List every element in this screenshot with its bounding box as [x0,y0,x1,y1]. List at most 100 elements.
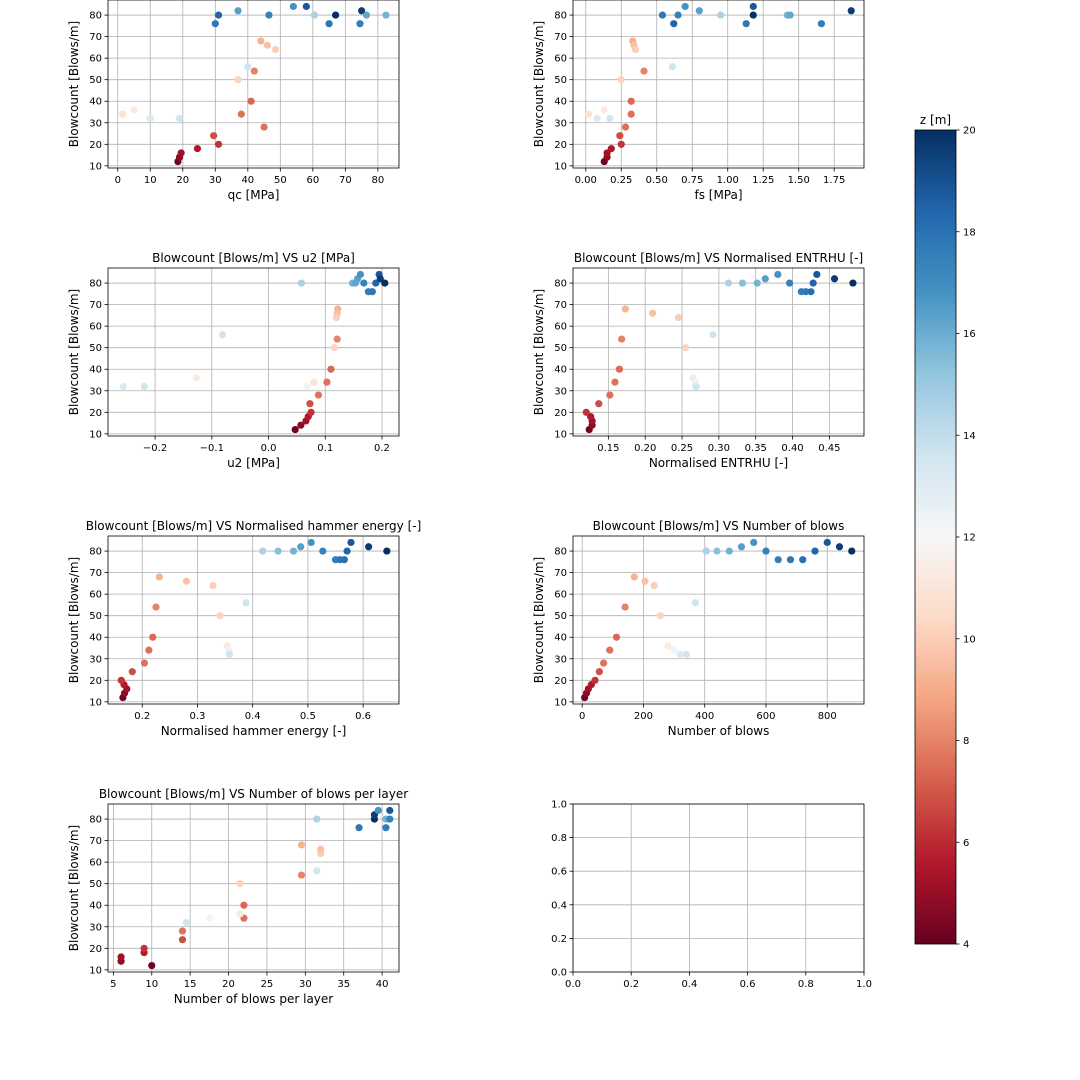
data-point [368,288,376,296]
data-point [617,76,625,84]
subplot-3: −0.2 −0.1 0.0 0.1 0.2 10 20 30 40 50 60 70 80 u2 [MPa… [67,251,400,470]
data-point [813,270,821,279]
subplot-1: 0 10 20 30 40 50 60 70 80 10 20 30 40 50 60 70 80 qc [MPa… [67,0,400,202]
data-point [802,288,810,296]
data-point [753,279,761,287]
data-point [809,279,817,287]
data-point [234,7,242,15]
y-tick-label: 40 [89,365,102,376]
x-tick-label: −0.1 [200,443,224,454]
data-point [307,538,315,547]
colorbar-tick-label: 10 [963,634,976,645]
data-point [382,824,390,832]
data-point [749,2,757,11]
colorbar-tick-label: 20 [963,126,976,137]
data-point [356,20,364,28]
x-tick-label: 0.4 [681,979,697,990]
data-point [382,11,390,19]
plot-area [573,804,864,972]
x-tick-label: 35 [337,979,350,990]
colorbar-tick-label: 8 [963,736,969,747]
data-point [627,110,635,118]
data-point [725,547,733,555]
plot-area [108,0,399,168]
data-point [621,123,630,131]
y-tick-label: 40 [554,365,567,376]
y-tick-label: 50 [89,75,102,86]
data-point [250,67,258,75]
x-tick-label: 1.0 [856,979,872,990]
axes-frame [572,535,865,705]
data-point [606,391,614,399]
data-point [274,547,282,555]
x-axis-label: Normalised hammer energy [-] [161,724,347,738]
y-tick-label: 50 [89,879,102,890]
data-point [145,646,153,654]
y-tick-label: 60 [89,590,102,601]
data-point [786,11,794,19]
y-tick-label: 40 [89,633,102,644]
data-point [681,2,689,11]
data-point [175,114,184,123]
plot-area [108,804,399,972]
data-point [381,279,389,287]
subplot-title: Blowcount [Blows/m] VS Number of blows [593,519,845,533]
data-point [817,20,826,28]
y-tick-label: 20 [554,676,567,687]
y-tick-label: 10 [554,697,567,708]
data-point [236,910,244,918]
y-tick-label: 60 [89,858,102,869]
plot-area [108,268,399,436]
data-point [313,815,321,823]
x-tick-label: 0.20 [634,443,656,454]
data-point [271,45,280,54]
data-point [682,650,690,659]
data-point [617,140,625,148]
colorbar-tick-label: 14 [963,431,976,442]
y-tick-label: 80 [89,815,102,826]
data-point [713,547,721,555]
data-point [303,382,311,391]
axes-frame [572,0,865,169]
data-point [606,646,614,654]
x-tick-label: 0.5 [300,711,316,722]
y-tick-label: 10 [554,161,567,172]
data-point [140,382,148,391]
y-tick-label: 80 [89,11,102,22]
data-point [193,145,202,153]
x-tick-label: 40 [241,175,254,186]
data-point [236,880,244,888]
data-point [351,279,359,287]
y-tick-label: 40 [89,901,102,912]
y-tick-label: 20 [89,140,102,151]
data-point [214,11,223,19]
data-point [140,944,148,952]
y-axis-label: Blowcount [Blows/m] [532,557,546,683]
y-tick-label: 80 [89,547,102,558]
data-point [749,11,757,19]
y-axis-label: Blowcount [Blows/m] [67,557,81,683]
y-axis-label: Blowcount [Blows/m] [532,21,546,147]
data-point [225,650,234,659]
axes-frame [572,267,865,437]
data-point [691,599,700,607]
x-axis-label: qc [MPa] [228,188,280,202]
subplot-2: 0.00 0.25 0.50 0.75 1.00 1.25 1.50 1.75 10 20 30 40… [532,0,865,202]
y-tick-label: 70 [554,300,567,311]
data-point [140,659,149,667]
x-tick-label: 600 [756,711,775,722]
x-tick-label: 0 [115,175,121,186]
y-tick-label: 30 [554,386,567,397]
data-point [182,577,191,585]
data-point [307,408,315,416]
plot-area [573,536,864,704]
data-point [595,400,603,408]
data-point [340,556,348,564]
data-point [774,556,782,564]
data-point [386,815,394,823]
y-tick-label: 0.4 [551,900,567,911]
colorbar-tick-label: 6 [963,838,969,849]
data-point [310,378,318,386]
y-tick-label: 20 [554,408,567,419]
